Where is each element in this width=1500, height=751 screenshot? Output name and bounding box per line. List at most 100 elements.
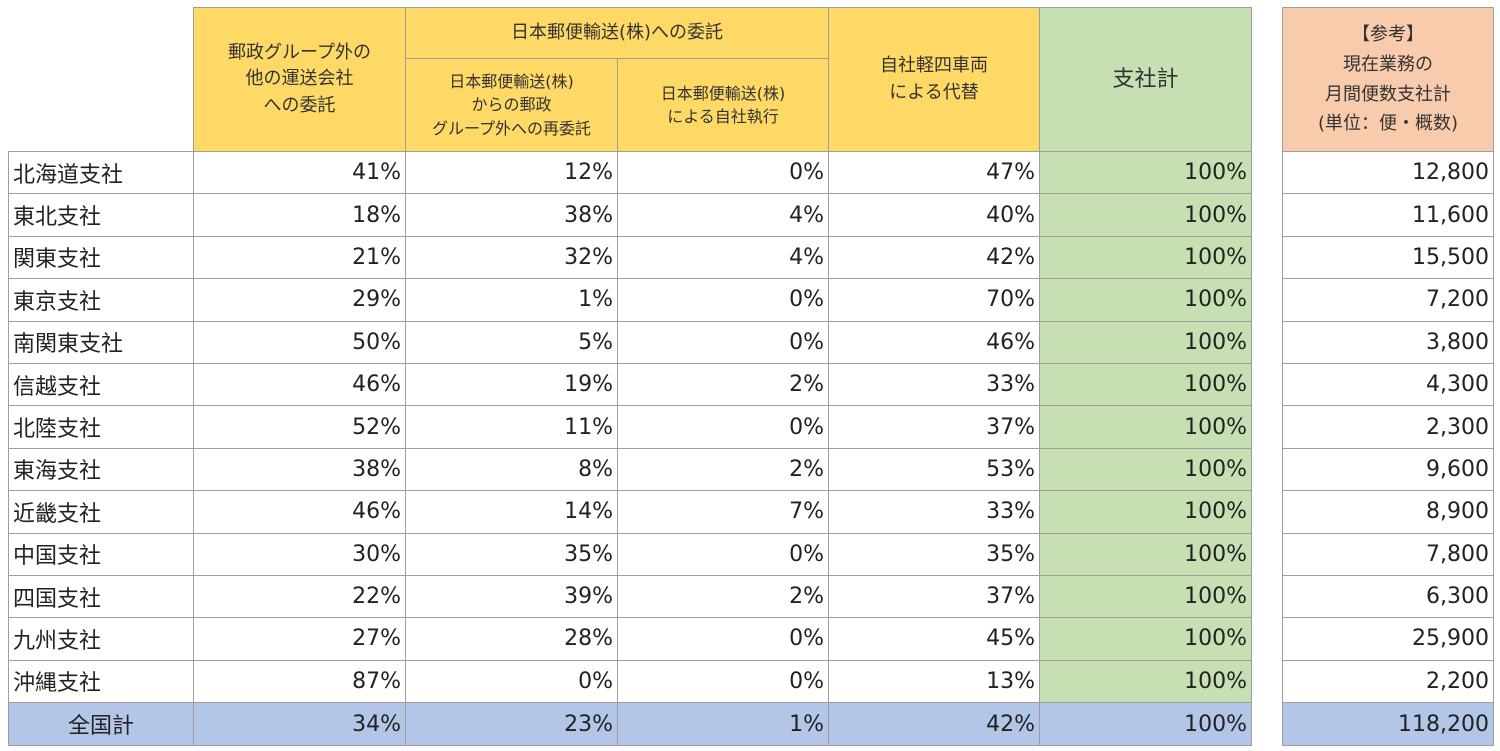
branch-total-cell: 100% [1039, 702, 1253, 747]
reference-row: 12,800 [1282, 150, 1494, 195]
branch-total-cell: 100% [1039, 278, 1253, 322]
external-carrier-cell: 22% [193, 574, 406, 619]
corner-blank [8, 7, 194, 152]
reference-table: 【参考】 現在業務の 月間便数支社計 (単位：便・概数) 12,800 11,60… [1282, 7, 1494, 747]
own-vehicle-cell: 70% [828, 278, 1041, 322]
subcontract-cell: 11% [405, 405, 618, 449]
monthly-trips-cell: 2,200 [1282, 659, 1494, 704]
monthly-trips-cell: 9,600 [1282, 447, 1494, 492]
branch-total-cell: 100% [1039, 235, 1253, 280]
table-row: 東北支社 18% 38% 4% 40% 100% [8, 193, 1253, 237]
self-execution-cell: 4% [616, 193, 830, 237]
table-row: 北陸支社 52% 11% 0% 37% 100% [8, 405, 1253, 449]
self-execution-cell: 0% [616, 405, 830, 449]
reference-row: 7,800 [1282, 532, 1494, 576]
monthly-trips-cell: 2,300 [1282, 405, 1494, 449]
table-row: 南関東支社 50% 5% 0% 46% 100% [8, 320, 1253, 364]
reference-total-row: 118,200 [1282, 702, 1494, 747]
own-vehicle-cell: 33% [828, 362, 1041, 407]
branch-name-cell: 中国支社 [8, 532, 194, 576]
table-row: 沖縄支社 87% 0% 0% 13% 100% [8, 659, 1253, 704]
branch-name-cell: 北海道支社 [8, 150, 194, 195]
branch-name-cell: 近畿支社 [8, 490, 194, 534]
header-reference: 【参考】 現在業務の 月間便数支社計 (単位：便・概数) [1282, 7, 1494, 152]
header-branch-total: 支社計 [1039, 7, 1253, 152]
external-carrier-cell: 21% [193, 235, 406, 280]
table-row: 九州支社 27% 28% 0% 45% 100% [8, 617, 1253, 661]
subcontract-cell: 0% [405, 659, 618, 704]
self-execution-cell: 2% [616, 574, 830, 619]
external-carrier-cell: 46% [193, 490, 406, 534]
monthly-trips-cell: 7,200 [1282, 278, 1494, 322]
self-execution-cell: 0% [616, 278, 830, 322]
reference-row: 4,300 [1282, 362, 1494, 407]
branch-name-cell: 全国計 [8, 702, 194, 747]
external-carrier-cell: 18% [193, 193, 406, 237]
branch-total-cell: 100% [1039, 193, 1253, 237]
self-execution-cell: 2% [616, 362, 830, 407]
subcontract-cell: 19% [405, 362, 618, 407]
reference-row: 6,300 [1282, 574, 1494, 619]
header-subcontract: 日本郵便輸送(株) からの郵政 グループ外への再委託 [405, 58, 618, 152]
table-row: 東京支社 29% 1% 0% 70% 100% [8, 278, 1253, 322]
branch-name-cell: 四国支社 [8, 574, 194, 619]
own-vehicle-cell: 37% [828, 405, 1041, 449]
own-vehicle-cell: 42% [828, 235, 1041, 280]
reference-table-body: 12,800 11,600 15,500 7,200 3,800 4,300 2,300 9,… [1282, 150, 1494, 747]
reference-row: 3,800 [1282, 320, 1494, 364]
monthly-trips-cell: 6,300 [1282, 574, 1494, 619]
branch-total-cell: 100% [1039, 659, 1253, 704]
external-carrier-cell: 34% [193, 702, 406, 747]
branch-name-cell: 南関東支社 [8, 320, 194, 364]
table-row: 近畿支社 46% 14% 7% 33% 100% [8, 490, 1253, 534]
subcontract-cell: 32% [405, 235, 618, 280]
self-execution-cell: 0% [616, 532, 830, 576]
branch-name-cell: 関東支社 [8, 235, 194, 280]
branch-total-cell: 100% [1039, 617, 1253, 661]
reference-row: 11,600 [1282, 193, 1494, 237]
table-row: 中国支社 30% 35% 0% 35% 100% [8, 532, 1253, 576]
branch-name-cell: 東海支社 [8, 447, 194, 492]
branch-name-cell: 九州支社 [8, 617, 194, 661]
header-own-light-vehicle: 自社軽四車両 による代替 [828, 7, 1041, 152]
subcontract-cell: 35% [405, 532, 618, 576]
subcontract-cell: 39% [405, 574, 618, 619]
branch-name-cell: 沖縄支社 [8, 659, 194, 704]
own-vehicle-cell: 33% [828, 490, 1041, 534]
own-vehicle-cell: 13% [828, 659, 1041, 704]
reference-row: 25,900 [1282, 617, 1494, 661]
table-row: 四国支社 22% 39% 2% 37% 100% [8, 574, 1253, 619]
header-external-carrier: 郵政グループ外の 他の運送会社 への委託 [193, 7, 406, 152]
own-vehicle-cell: 45% [828, 617, 1041, 661]
branch-total-cell: 100% [1039, 150, 1253, 195]
self-execution-cell: 0% [616, 659, 830, 704]
header-jp-transport-group: 日本郵便輸送(株)への委託 [404, 7, 830, 59]
monthly-trips-cell: 7,800 [1282, 532, 1494, 576]
table-row: 信越支社 46% 19% 2% 33% 100% [8, 362, 1253, 407]
self-execution-cell: 1% [616, 702, 830, 747]
table-row: 東海支社 38% 8% 2% 53% 100% [8, 447, 1253, 492]
self-execution-cell: 4% [616, 235, 830, 280]
subcontract-cell: 28% [405, 617, 618, 661]
subcontract-cell: 14% [405, 490, 618, 534]
external-carrier-cell: 50% [193, 320, 406, 364]
reference-row: 8,900 [1282, 490, 1494, 534]
subcontract-cell: 23% [405, 702, 618, 747]
monthly-trips-cell: 4,300 [1282, 362, 1494, 407]
subcontract-cell: 1% [405, 278, 618, 322]
external-carrier-cell: 27% [193, 617, 406, 661]
subcontract-cell: 38% [405, 193, 618, 237]
branch-total-cell: 100% [1039, 447, 1253, 492]
table-row: 北海道支社 41% 12% 0% 47% 100% [8, 150, 1253, 195]
self-execution-cell: 0% [616, 617, 830, 661]
monthly-trips-cell: 11,600 [1282, 193, 1494, 237]
branch-total-cell: 100% [1039, 405, 1253, 449]
reference-row: 15,500 [1282, 235, 1494, 280]
branch-name-cell: 東京支社 [8, 278, 194, 322]
reference-row: 7,200 [1282, 278, 1494, 322]
reference-row: 2,200 [1282, 659, 1494, 704]
monthly-trips-cell: 3,800 [1282, 320, 1494, 364]
external-carrier-cell: 46% [193, 362, 406, 407]
monthly-trips-cell: 12,800 [1282, 150, 1494, 195]
subcontract-cell: 8% [405, 447, 618, 492]
